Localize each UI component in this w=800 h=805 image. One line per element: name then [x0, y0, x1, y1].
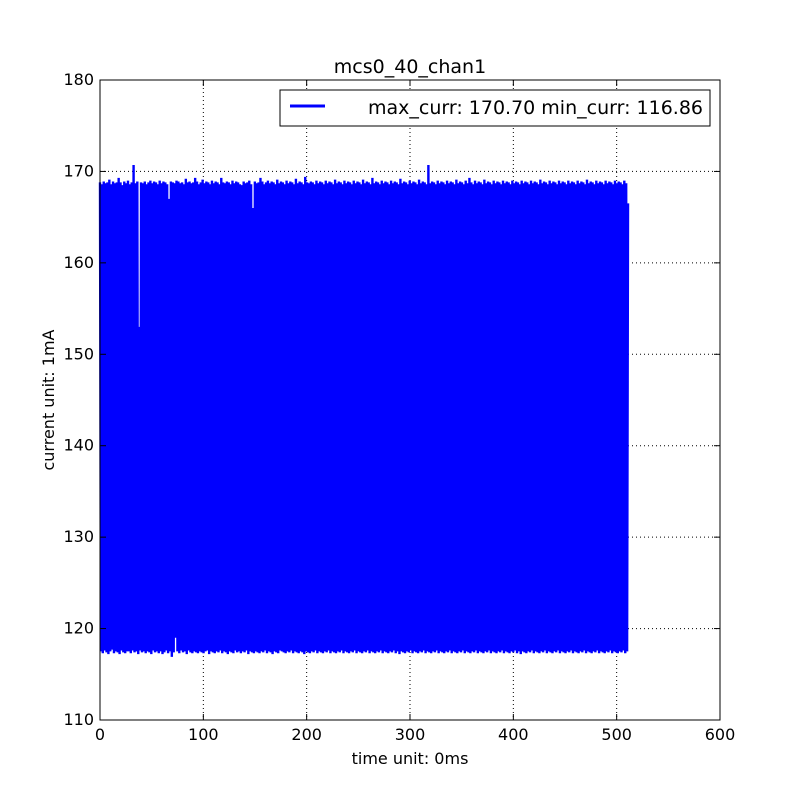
y-tick-label: 150 — [63, 344, 94, 363]
series-layer — [98, 165, 630, 657]
y-tick-label: 140 — [63, 436, 94, 455]
y-tick-label: 180 — [63, 70, 94, 89]
chart-title: mcs0_40_chan1 — [334, 56, 486, 78]
x-tick-label: 600 — [705, 725, 736, 744]
y-tick-label: 120 — [63, 619, 94, 638]
legend: max_curr: 170.70 min_curr: 116.86 — [279, 89, 711, 127]
y-tick-label: 170 — [63, 161, 94, 180]
y-tick-labels: 110 120 130 140 150 160 170 180 — [63, 70, 94, 729]
y-tick-label: 130 — [63, 527, 94, 546]
legend-entry: max_curr: 170.70 min_curr: 116.86 — [368, 97, 703, 119]
y-tick-label: 160 — [63, 253, 94, 272]
y-tick-label: 110 — [63, 710, 94, 729]
x-tick-label: 300 — [395, 725, 426, 744]
x-tick-label: 400 — [498, 725, 529, 744]
x-tick-label: 100 — [188, 725, 219, 744]
x-axis-label: time unit: 0ms — [352, 749, 469, 768]
y-axis-label: current unit: 1mA — [39, 329, 58, 470]
x-tick-label: 0 — [95, 725, 105, 744]
tick-marks — [99, 79, 721, 721]
series-line-0 — [98, 165, 630, 657]
x-tick-label: 500 — [601, 725, 632, 744]
legend-box — [279, 89, 711, 127]
x-tick-labels: 0 100 200 300 400 500 600 — [95, 725, 735, 744]
x-tick-label: 200 — [291, 725, 322, 744]
